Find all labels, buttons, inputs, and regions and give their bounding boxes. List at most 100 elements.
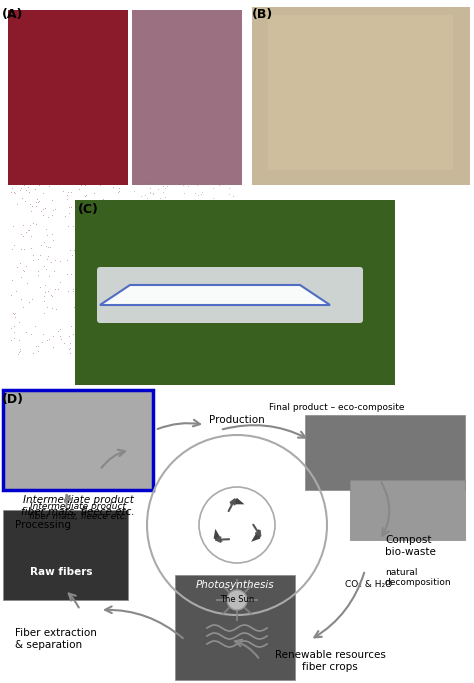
Point: [56, 277, 64, 288]
Point: [164, 212, 172, 223]
Point: [18, 229, 25, 240]
Point: [206, 216, 214, 227]
Point: [201, 311, 208, 322]
Point: [182, 212, 189, 223]
Point: [226, 200, 234, 211]
Point: [146, 289, 154, 300]
Point: [84, 348, 92, 359]
Point: [73, 241, 81, 252]
Point: [134, 249, 142, 260]
Point: [94, 270, 102, 281]
Point: [56, 255, 64, 266]
Point: [204, 216, 211, 227]
Point: [160, 275, 167, 286]
Point: [81, 229, 88, 240]
Point: [20, 266, 28, 277]
FancyBboxPatch shape: [75, 200, 395, 385]
Point: [193, 180, 201, 191]
Point: [159, 181, 166, 192]
Point: [29, 255, 37, 266]
Point: [110, 234, 118, 245]
Point: [194, 190, 202, 201]
Point: [193, 335, 201, 346]
Point: [155, 283, 163, 294]
Point: [96, 204, 103, 215]
Point: [179, 304, 187, 315]
Point: [90, 187, 98, 198]
Point: [110, 214, 118, 225]
Point: [33, 194, 40, 205]
Point: [107, 273, 115, 284]
Point: [191, 223, 198, 234]
Point: [228, 275, 236, 286]
Point: [147, 344, 155, 355]
Point: [89, 343, 96, 354]
Point: [106, 330, 114, 341]
Point: [115, 186, 123, 197]
Point: [16, 257, 24, 268]
Point: [71, 281, 78, 292]
Point: [197, 248, 205, 259]
Point: [59, 185, 67, 196]
Point: [18, 243, 25, 254]
Point: [159, 330, 166, 341]
Point: [14, 348, 21, 359]
Point: [103, 285, 111, 296]
Point: [168, 337, 176, 348]
Point: [83, 195, 91, 206]
Point: [166, 289, 174, 300]
Point: [145, 178, 153, 189]
Point: [192, 327, 200, 338]
Point: [91, 302, 99, 313]
Point: [7, 290, 15, 301]
FancyBboxPatch shape: [305, 415, 465, 490]
Point: [35, 270, 42, 281]
Point: [111, 295, 119, 306]
Point: [9, 308, 17, 319]
Point: [187, 348, 194, 359]
Point: [156, 226, 164, 237]
Point: [112, 275, 119, 286]
Point: [191, 187, 199, 198]
Point: [186, 330, 193, 341]
Point: [196, 218, 203, 229]
Point: [43, 263, 50, 274]
Text: (C): (C): [78, 203, 99, 216]
Point: [65, 208, 73, 219]
Point: [221, 350, 229, 361]
Point: [49, 205, 56, 216]
Point: [110, 210, 118, 221]
Point: [137, 300, 144, 311]
Point: [10, 309, 18, 320]
Point: [111, 216, 119, 227]
Point: [152, 295, 159, 306]
Point: [67, 320, 75, 331]
Point: [101, 274, 109, 285]
Point: [67, 268, 74, 279]
Point: [19, 265, 27, 276]
Point: [223, 230, 231, 241]
Point: [208, 320, 216, 331]
Point: [190, 199, 198, 210]
Point: [195, 262, 202, 273]
Point: [24, 182, 32, 193]
Point: [156, 218, 164, 229]
Point: [101, 343, 109, 354]
Point: [185, 250, 193, 261]
Point: [73, 220, 80, 231]
Point: [146, 199, 154, 210]
Point: [236, 236, 244, 247]
Text: Raw fibers: Raw fibers: [30, 567, 92, 577]
Point: [17, 294, 25, 305]
Point: [169, 342, 176, 353]
Point: [209, 193, 217, 204]
Point: [156, 249, 164, 260]
Point: [141, 301, 148, 311]
Point: [168, 336, 175, 347]
Point: [119, 279, 127, 290]
Point: [173, 323, 180, 334]
Point: [66, 343, 74, 354]
Point: [22, 227, 30, 238]
Point: [170, 244, 177, 255]
FancyBboxPatch shape: [8, 10, 128, 185]
